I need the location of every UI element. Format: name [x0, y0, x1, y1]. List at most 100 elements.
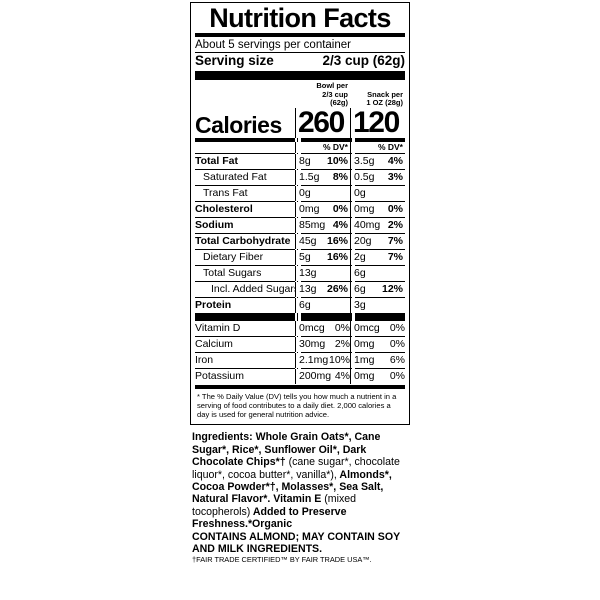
micronutrient-row: Iron 2.1mg 10% 1mg 6%	[195, 352, 405, 368]
ingredients-line-4: (mixed tocopherols)	[192, 493, 357, 518]
column-captions-row: Bowl per 2/3 cup (62g) Snack per 1 OZ (2…	[195, 80, 405, 108]
heavy-divider-top	[195, 71, 405, 80]
nutrient-name: Total Fat	[195, 154, 238, 167]
ingredients-statement: Ingredients: Whole Grain Oats*, Cane Sug…	[192, 431, 408, 530]
micronutrient-amount-column-1: 30mg	[299, 337, 326, 350]
nutrient-row: Cholesterol 0mg 0% 0mg 0%	[195, 201, 405, 217]
micronutrient-row-divider	[195, 335, 405, 337]
column-2-caption-line2: 1 OZ (28g)	[366, 98, 403, 108]
nutrient-column-2: 2g 7%	[350, 249, 405, 265]
micronutrient-column-2: 1mg 6%	[350, 352, 405, 368]
micronutrient-column-1: 0mcg 0%	[295, 320, 350, 336]
nutrient-dv-column-2: 7%	[387, 250, 403, 263]
nutrient-row: Incl. Added Sugars 13g 26% 6g 12%	[195, 281, 405, 297]
nutrient-column-2: 0mg 0%	[350, 201, 405, 217]
calories-value-column-1: 260	[295, 107, 350, 138]
nutrient-row: Trans Fat 0g 0g	[195, 185, 405, 201]
serving-size-label: Serving size	[195, 53, 274, 68]
column-1-caption-line1: Bowl per	[316, 81, 348, 90]
calories-label: Calories	[195, 111, 282, 138]
micronutrient-amount-column-2: 0mcg	[354, 321, 380, 334]
nutrient-dv-column-1: 16%	[326, 250, 348, 263]
title-divider	[195, 33, 405, 37]
serving-size-value: 2/3 cup (62g)	[322, 53, 405, 68]
micronutrient-dv-column-1: 10%	[328, 353, 350, 366]
micronutrient-row-divider	[195, 351, 405, 353]
nutrient-amount-column-2: 40mg	[354, 218, 381, 231]
micronutrient-dv-column-2: 6%	[389, 353, 405, 366]
nutrient-amount-column-2: 3.5g	[354, 154, 375, 167]
ingredients-line-5: Added to Preserve Freshness.*Organic	[192, 505, 347, 531]
ingredients-line-2: (cane sugar*, chocolate liquor*, cocoa b…	[192, 456, 400, 481]
ingredients-heading: Ingredients:	[192, 431, 253, 444]
micronutrient-dv-column-1: 2%	[334, 337, 350, 350]
nutrient-dv-column-2: 0%	[387, 202, 403, 215]
nutrient-dv-column-1: 8%	[332, 170, 348, 183]
nutrient-dv-column-1: 10%	[326, 154, 348, 167]
nutrient-row-divider	[195, 296, 405, 298]
micronutrient-amount-column-2: 0mg	[354, 337, 375, 350]
nutrient-row-divider	[195, 232, 405, 234]
daily-value-header-row: % DV* % DV*	[195, 141, 405, 153]
column-2-caption: Snack per 1 OZ (28g)	[350, 89, 405, 108]
micronutrient-name: Vitamin D	[195, 321, 241, 334]
nutrient-dv-column-2: 4%	[387, 154, 403, 167]
nutrient-column-1: 0g	[295, 185, 350, 201]
micronutrient-amount-column-2: 0mg	[354, 369, 375, 382]
nutrient-column-1: 45g 16%	[295, 233, 350, 249]
nutrient-column-2: 0g	[350, 185, 405, 201]
nutrient-column-1: 13g	[295, 265, 350, 281]
nutrient-column-2: 6g	[350, 265, 405, 281]
nutrient-row-divider	[195, 200, 405, 202]
micronutrient-name: Potassium	[195, 369, 245, 382]
nutrient-row-divider	[195, 168, 405, 170]
nutrient-name: Cholesterol	[195, 202, 253, 215]
micronutrient-amount-column-2: 1mg	[354, 353, 375, 366]
nutrient-name: Protein	[195, 298, 232, 311]
calories-divider	[195, 137, 405, 142]
daily-value-footnote: * The % Daily Value (DV) tells you how m…	[195, 384, 405, 422]
nutrient-row: Sodium 85mg 4% 40mg 2%	[195, 217, 405, 233]
micronutrient-column-1: 30mg 2%	[295, 336, 350, 352]
nutrient-amount-column-1: 0mg	[299, 202, 320, 215]
page-title: Nutrition Facts	[209, 3, 391, 33]
micronutrient-dv-column-2: 0%	[389, 337, 405, 350]
nutrient-row: Saturated Fat 1.5g 8% 0.5g 3%	[195, 169, 405, 185]
nutrient-name: Trans Fat	[203, 186, 248, 199]
nutrient-amount-column-1: 85mg	[299, 218, 326, 231]
nutrient-amount-column-2: 2g	[354, 250, 366, 263]
micronutrient-column-2: 0mcg 0%	[350, 320, 405, 336]
nutrient-amount-column-1: 1.5g	[299, 170, 320, 183]
micronutrient-column-1: 200mg 4%	[295, 368, 350, 384]
serving-size-row: Serving size 2/3 cup (62g)	[195, 53, 405, 71]
nutrient-dv-column-2: 7%	[387, 234, 403, 247]
dv-header-column-1: % DV*	[322, 141, 348, 152]
nutrient-amount-column-1: 13g	[299, 266, 317, 279]
nutrition-label: Nutrition Facts About 5 servings per con…	[190, 2, 410, 564]
nutrient-column-1: 8g 10%	[295, 153, 350, 169]
calories-value-column-2: 120	[350, 107, 405, 138]
ingredients-line-1: Whole Grain Oats*, Cane Sugar*, Rice*, S…	[192, 431, 381, 469]
nutrient-dv-column-1: 4%	[332, 218, 348, 231]
micronutrient-dv-column-1: 4%	[334, 369, 350, 382]
nutrient-rows: Total Fat 8g 10% 3.5g 4% Saturated Fat 1.5g 8% 0…	[195, 153, 405, 313]
nutrient-dv-column-1: 26%	[326, 282, 348, 295]
nutrient-row: Protein 6g 3g	[195, 297, 405, 313]
servings-divider	[195, 52, 405, 53]
micronutrient-amount-column-1: 2.1mg	[299, 353, 329, 366]
nutrient-column-1: 1.5g 8%	[295, 169, 350, 185]
allergen-statement: CONTAINS ALMOND; MAY CONTAIN SOY AND MIL…	[192, 530, 400, 556]
micronutrient-dv-column-1: 0%	[334, 321, 350, 334]
micronutrient-row: Vitamin D 0mcg 0% 0mcg 0%	[195, 320, 405, 336]
micronutrient-amount-column-1: 0mcg	[299, 321, 325, 334]
nutrient-row: Dietary Fiber 5g 16% 2g 7%	[195, 249, 405, 265]
nutrient-column-1: 85mg 4%	[295, 217, 350, 233]
nutrient-amount-column-2: 6g	[354, 282, 366, 295]
ingredients-line-3: Almonds*, Cocoa Powder*†, Molasses*, Sea…	[192, 468, 392, 506]
dv-header-divider	[195, 152, 405, 154]
nutrient-column-1: 0mg 0%	[295, 201, 350, 217]
nutrient-amount-column-2: 20g	[354, 234, 372, 247]
micronutrient-row-divider	[195, 367, 405, 369]
micronutrient-row: Potassium 200mg 4% 0mg 0%	[195, 368, 405, 384]
nutrient-column-1: 6g	[295, 297, 350, 313]
